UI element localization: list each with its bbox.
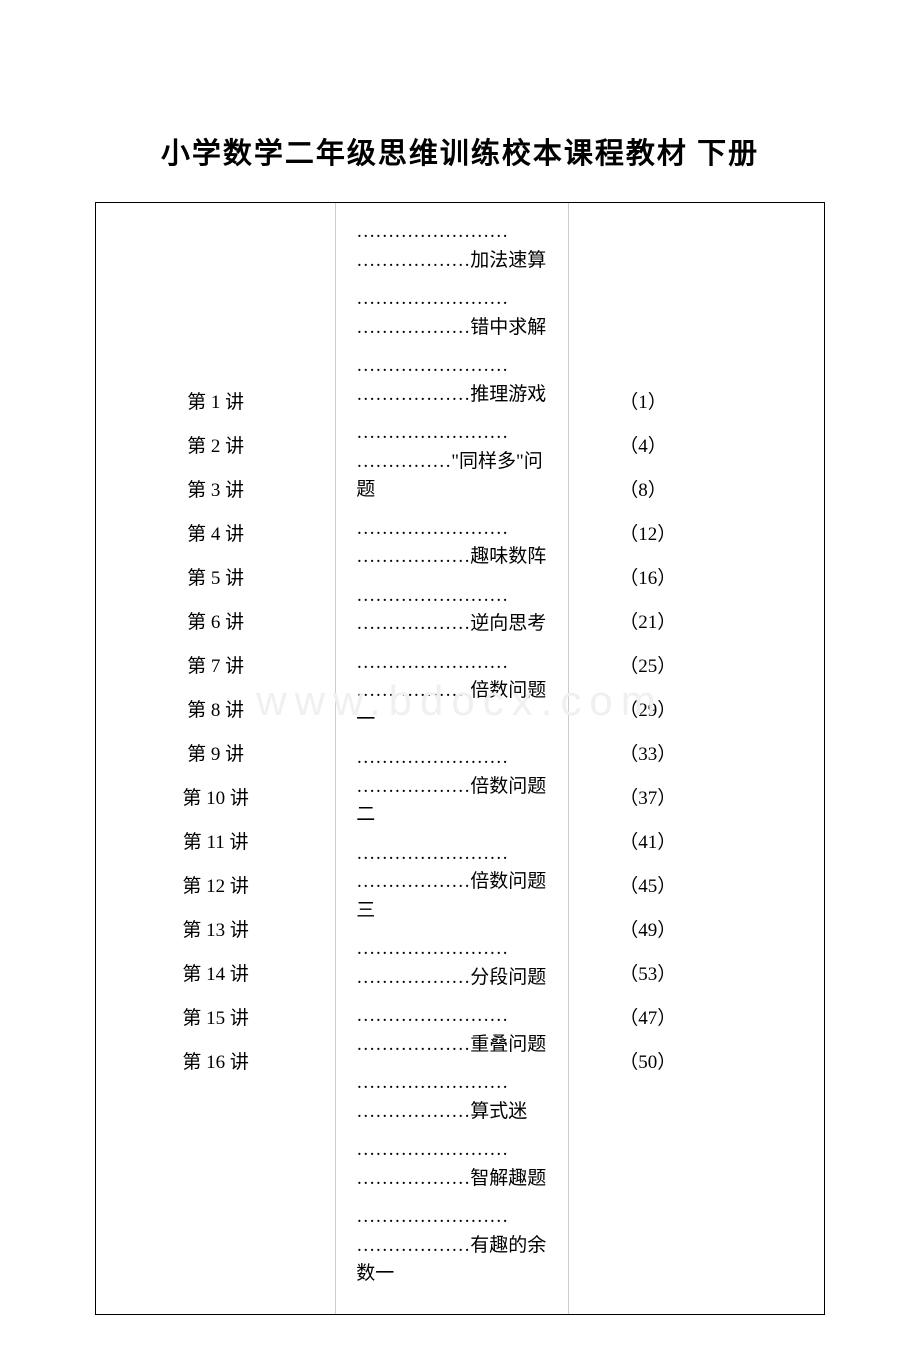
dots: …………… xyxy=(356,451,451,472)
topic-entry: ……………………………………算式迷 xyxy=(356,1069,548,1126)
topic-entry: ……………………………………倍数问题三 xyxy=(356,840,548,926)
topic-entry: …………………………………"同样多"问题 xyxy=(356,419,548,505)
dots: ……………… xyxy=(356,1034,470,1055)
dots: ……………… xyxy=(356,1235,470,1256)
lecture-number: 第 10 讲 xyxy=(182,789,249,808)
topic-name: 重叠问题 xyxy=(470,1034,546,1055)
dots: …………………… xyxy=(356,422,508,443)
page-number: （33） xyxy=(619,745,676,764)
dots: ……………… xyxy=(356,871,470,892)
page-number: （8） xyxy=(619,481,667,500)
dots: …………………… xyxy=(356,843,508,864)
lecture-number: 第 6 讲 xyxy=(187,613,244,632)
dots: ……………… xyxy=(356,1101,470,1122)
dots: ……………… xyxy=(356,967,470,988)
page-number: （47） xyxy=(619,1009,676,1028)
lecture-number: 第 13 讲 xyxy=(182,921,249,940)
topic-name: 推理游戏 xyxy=(470,384,546,405)
topic-entry: ……………………………………趣味数阵 xyxy=(356,515,548,572)
page-number: （16） xyxy=(619,569,676,588)
document-title: 小学数学二年级思维训练校本课程教材 下册 xyxy=(95,130,825,172)
dots: …………………… xyxy=(356,1139,508,1160)
page-number: （25） xyxy=(619,657,676,676)
topic-entry: ……………………………………分段问题 xyxy=(356,935,548,992)
lecture-number: 第 16 讲 xyxy=(182,1053,249,1072)
topic-entry: ……………………………………推理游戏 xyxy=(356,352,548,409)
topic-entry: ……………………………………错中求解 xyxy=(356,285,548,342)
topic-name: 逆向思考 xyxy=(470,613,546,634)
dots: ……………… xyxy=(356,1168,470,1189)
topic-name: 算式迷 xyxy=(470,1101,527,1122)
page-number: （12） xyxy=(619,525,676,544)
lecture-number: 第 3 讲 xyxy=(187,481,244,500)
lecture-column: 第 1 讲 第 2 讲 第 3 讲 第 4 讲 第 5 讲 第 6 讲 第 7 … xyxy=(96,203,336,1314)
topic-name: 智解趣题 xyxy=(470,1168,546,1189)
dots: …………………… xyxy=(356,221,508,242)
page-number: （4） xyxy=(619,437,667,456)
watermark: www.bdocx.com xyxy=(95,677,825,725)
dots: ……………… xyxy=(356,317,470,338)
toc-table: 第 1 讲 第 2 讲 第 3 讲 第 4 讲 第 5 讲 第 6 讲 第 7 … xyxy=(95,202,825,1315)
topic-entry: ……………………………………智解趣题 xyxy=(356,1136,548,1193)
topic-entry: ……………………………………逆向思考 xyxy=(356,582,548,639)
lecture-number: 第 14 讲 xyxy=(182,965,249,984)
dots: …………………… xyxy=(356,652,508,673)
dots: ……………… xyxy=(356,546,470,567)
dots: …………………… xyxy=(356,518,508,539)
lecture-number: 第 2 讲 xyxy=(187,437,244,456)
lecture-number: 第 12 讲 xyxy=(182,877,249,896)
dots: …………………… xyxy=(356,1005,508,1026)
dots: …………………… xyxy=(356,747,508,768)
page-number: （1） xyxy=(619,393,667,412)
topic-name: 错中求解 xyxy=(470,317,546,338)
dots: …………………… xyxy=(356,355,508,376)
dots: ……………… xyxy=(356,384,470,405)
lecture-number: 第 1 讲 xyxy=(187,393,244,412)
lecture-number: 第 11 讲 xyxy=(183,833,249,852)
dots: …………………… xyxy=(356,938,508,959)
topic-name: 加法速算 xyxy=(470,250,546,271)
dots: …………………… xyxy=(356,585,508,606)
lecture-number: 第 5 讲 xyxy=(187,569,244,588)
lecture-number: 第 9 讲 xyxy=(187,745,244,764)
dots: ……………… xyxy=(356,613,470,634)
page-number: （50） xyxy=(619,1053,676,1072)
page-number: （53） xyxy=(619,965,676,984)
lecture-number: 第 7 讲 xyxy=(187,657,244,676)
page-number: （21） xyxy=(619,613,676,632)
topic-name: 分段问题 xyxy=(470,967,546,988)
page-number: （41） xyxy=(619,833,676,852)
topic-name: 趣味数阵 xyxy=(470,546,546,567)
topic-entry: ……………………………………倍数问题二 xyxy=(356,744,548,830)
page-number: （49） xyxy=(619,921,676,940)
dots: …………………… xyxy=(356,1206,508,1227)
content-wrapper: www.bdocx.com 第 1 讲 第 2 讲 第 3 讲 第 4 讲 第 … xyxy=(95,202,825,1315)
topic-entry: ……………………………………有趣的余数一 xyxy=(356,1203,548,1289)
topic-entry: ……………………………………加法速算 xyxy=(356,218,548,275)
topic-entry: ……………………………………重叠问题 xyxy=(356,1002,548,1059)
page-number: （37） xyxy=(619,789,676,808)
lecture-number: 第 4 讲 xyxy=(187,525,244,544)
dots: …………………… xyxy=(356,1072,508,1093)
dots: ……………… xyxy=(356,250,470,271)
lecture-number: 第 15 讲 xyxy=(182,1009,249,1028)
dots: ……………… xyxy=(356,776,470,797)
page-number: （45） xyxy=(619,877,676,896)
dots: …………………… xyxy=(356,288,508,309)
page-column: （1） （4） （8） （12） （16） （21） （25） （29） （33… xyxy=(569,203,824,1314)
topic-column: ……………………………………加法速算 ……………………………………错中求解 ……… xyxy=(336,203,569,1314)
